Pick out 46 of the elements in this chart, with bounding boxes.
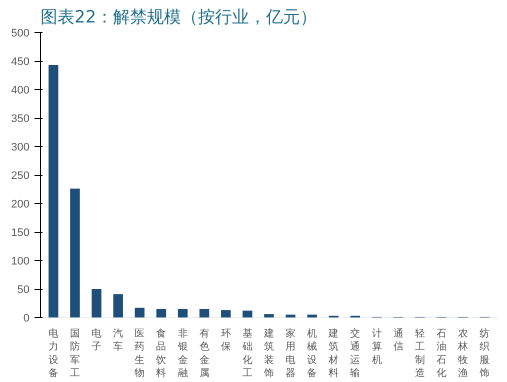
bar	[178, 308, 188, 318]
bar	[92, 289, 102, 318]
x-tick-label: 有色金属	[199, 328, 210, 380]
x-tick-label: 纺织服饰	[478, 328, 490, 380]
y-tick-label: 300	[11, 142, 30, 154]
x-tick-label: 家用电器	[286, 328, 296, 380]
x-tick-label: 电子	[92, 328, 102, 353]
x-tick-label: 国防军工	[70, 328, 80, 380]
x-tick-label: 基础化工	[241, 328, 252, 380]
bar	[113, 294, 123, 318]
x-tick-label: 石油石化	[436, 328, 446, 380]
bar	[199, 308, 210, 318]
y-tick-label: 450	[11, 56, 30, 68]
x-tick-label: 建筑装饰	[263, 328, 274, 380]
bar	[48, 64, 58, 318]
chart-title: 图表22：解禁规模（按行业，亿元）	[40, 8, 318, 28]
y-tick-label: 400	[11, 84, 30, 96]
x-tick-label: 食品饮料	[155, 328, 166, 380]
x-tick-label: 医药生物	[134, 328, 145, 380]
x-tick-label: 建筑材料	[328, 328, 339, 380]
y-tick-label: 250	[11, 170, 30, 182]
bar	[70, 188, 80, 318]
bar	[156, 308, 166, 318]
x-tick-label: 电力设备	[48, 328, 58, 380]
x-tick-label: 轻工制造	[414, 328, 425, 380]
y-tick-label: 100	[11, 256, 30, 268]
bar	[286, 314, 296, 318]
y-tick-label: 150	[11, 227, 30, 239]
bar	[134, 308, 145, 318]
y-tick-label: 500	[11, 28, 30, 40]
x-tick-label: 环保	[220, 328, 231, 353]
bar	[307, 314, 317, 318]
x-tick-label: 交通运输	[350, 328, 360, 380]
x-tick-label: 汽车	[113, 328, 124, 353]
y-tick-label: 50	[17, 284, 30, 296]
x-tick-label: 非银金融	[176, 328, 188, 380]
y-tick-label: 200	[11, 198, 30, 210]
x-tick-label: 通信	[393, 328, 404, 353]
y-tick-label: 0	[23, 312, 30, 324]
bar	[264, 314, 274, 318]
y-tick-label: 350	[11, 113, 30, 125]
x-tick-label: 农林牧渔	[457, 328, 468, 380]
bar	[221, 310, 231, 318]
x-tick-label: 计算机	[372, 328, 382, 366]
bar	[242, 310, 252, 318]
x-tick-label: 机械设备	[307, 328, 318, 380]
